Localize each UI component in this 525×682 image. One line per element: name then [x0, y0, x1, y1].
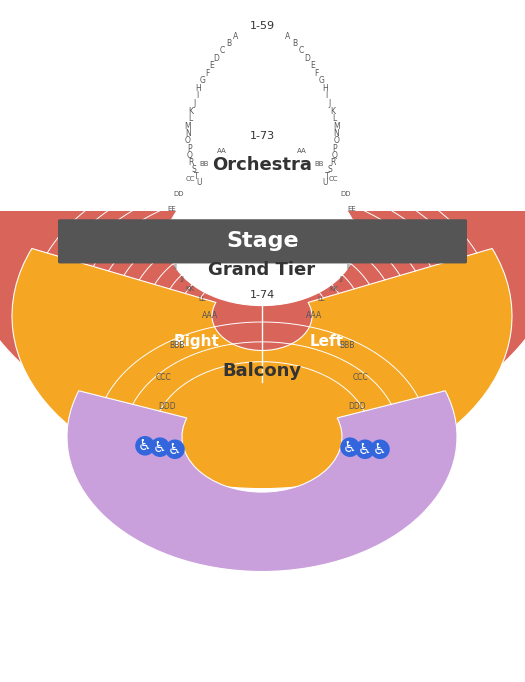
Text: E: E [209, 61, 214, 70]
Text: DDD: DDD [348, 402, 366, 411]
Wedge shape [12, 248, 512, 488]
Text: H: H [196, 84, 202, 93]
Text: D: D [214, 54, 219, 63]
Text: D: D [304, 54, 310, 63]
Text: Left: Left [310, 334, 344, 349]
Text: AAA: AAA [306, 311, 322, 320]
Text: O: O [333, 136, 339, 145]
Text: P: P [187, 144, 192, 153]
Text: K: K [188, 106, 194, 115]
Text: HH: HH [351, 250, 362, 256]
Text: B: B [292, 40, 298, 48]
Text: ♿: ♿ [343, 440, 357, 455]
Text: II: II [346, 264, 351, 270]
Text: LL: LL [318, 295, 326, 301]
Wedge shape [67, 391, 457, 572]
Text: J: J [194, 99, 196, 108]
Text: LL: LL [198, 295, 206, 301]
Text: FF: FF [352, 222, 360, 228]
Text: DDD: DDD [158, 402, 176, 411]
Text: KK: KK [185, 286, 195, 293]
Text: G: G [319, 76, 324, 85]
Text: EE: EE [348, 207, 356, 213]
Text: I: I [196, 91, 198, 100]
Text: JJ: JJ [181, 276, 185, 282]
Text: Q: Q [186, 151, 193, 160]
Text: CC: CC [329, 176, 339, 182]
Text: 1-74: 1-74 [249, 290, 275, 300]
Text: ♿: ♿ [153, 440, 167, 455]
Text: DD: DD [173, 191, 184, 197]
Text: G: G [200, 76, 205, 85]
Text: KK: KK [330, 286, 339, 293]
Text: A: A [234, 32, 239, 41]
Text: L: L [188, 114, 192, 123]
Text: F: F [205, 69, 209, 78]
Text: C: C [299, 46, 304, 55]
Text: Balcony: Balcony [223, 362, 301, 380]
Text: CCC: CCC [155, 373, 171, 382]
Text: Grand Tier: Grand Tier [208, 261, 316, 280]
Text: BB: BB [314, 162, 324, 167]
Text: N: N [185, 129, 191, 138]
Text: K: K [330, 106, 335, 115]
Text: Stage: Stage [226, 231, 299, 252]
Text: DD: DD [340, 191, 351, 197]
Text: L: L [332, 114, 336, 123]
Text: A: A [286, 32, 291, 41]
Text: E: E [310, 61, 314, 70]
Text: Right: Right [174, 334, 220, 349]
Text: II: II [173, 264, 177, 270]
Text: T: T [326, 172, 330, 181]
Text: O: O [185, 136, 191, 145]
Text: Right: Right [184, 93, 230, 108]
Text: BBB: BBB [340, 341, 355, 350]
Text: S: S [192, 165, 196, 174]
Text: ♿: ♿ [373, 442, 387, 457]
Text: BBB: BBB [169, 341, 184, 350]
Text: P: P [333, 144, 337, 153]
Text: CC: CC [185, 176, 195, 182]
Text: B: B [227, 40, 232, 48]
Wedge shape [0, 70, 525, 447]
Text: FF: FF [164, 222, 172, 228]
Text: ♿: ♿ [138, 439, 152, 454]
Text: U: U [322, 179, 328, 188]
Text: M: M [185, 121, 191, 130]
Text: BB: BB [200, 162, 209, 167]
FancyBboxPatch shape [58, 219, 467, 263]
Text: U: U [196, 179, 202, 188]
Text: F: F [314, 69, 319, 78]
Text: Q: Q [331, 151, 338, 160]
Text: GG: GG [160, 237, 171, 243]
Text: GG: GG [353, 237, 364, 243]
Text: ♿: ♿ [358, 442, 372, 457]
Text: AAA: AAA [202, 311, 218, 320]
Text: Left: Left [305, 202, 339, 217]
Text: N: N [333, 129, 339, 138]
Text: T: T [194, 172, 199, 181]
Text: JJ: JJ [339, 276, 343, 282]
Text: 1-59: 1-59 [249, 20, 275, 31]
Text: HH: HH [162, 250, 173, 256]
Text: CCC: CCC [353, 373, 369, 382]
Text: S: S [328, 165, 333, 174]
Text: 1-73: 1-73 [249, 131, 275, 141]
Text: Right: Right [179, 202, 225, 217]
Text: J: J [328, 99, 331, 108]
Text: ♿: ♿ [168, 442, 182, 457]
Text: EE: EE [167, 207, 176, 213]
Text: AA: AA [297, 147, 307, 153]
Text: Orchestra: Orchestra [212, 155, 312, 174]
Text: Left: Left [300, 93, 334, 108]
Text: R: R [188, 158, 194, 167]
Text: R: R [330, 158, 335, 167]
Text: I: I [326, 91, 328, 100]
Text: C: C [220, 46, 225, 55]
Text: M: M [333, 121, 340, 130]
Text: H: H [322, 84, 328, 93]
Text: AA: AA [217, 147, 227, 153]
